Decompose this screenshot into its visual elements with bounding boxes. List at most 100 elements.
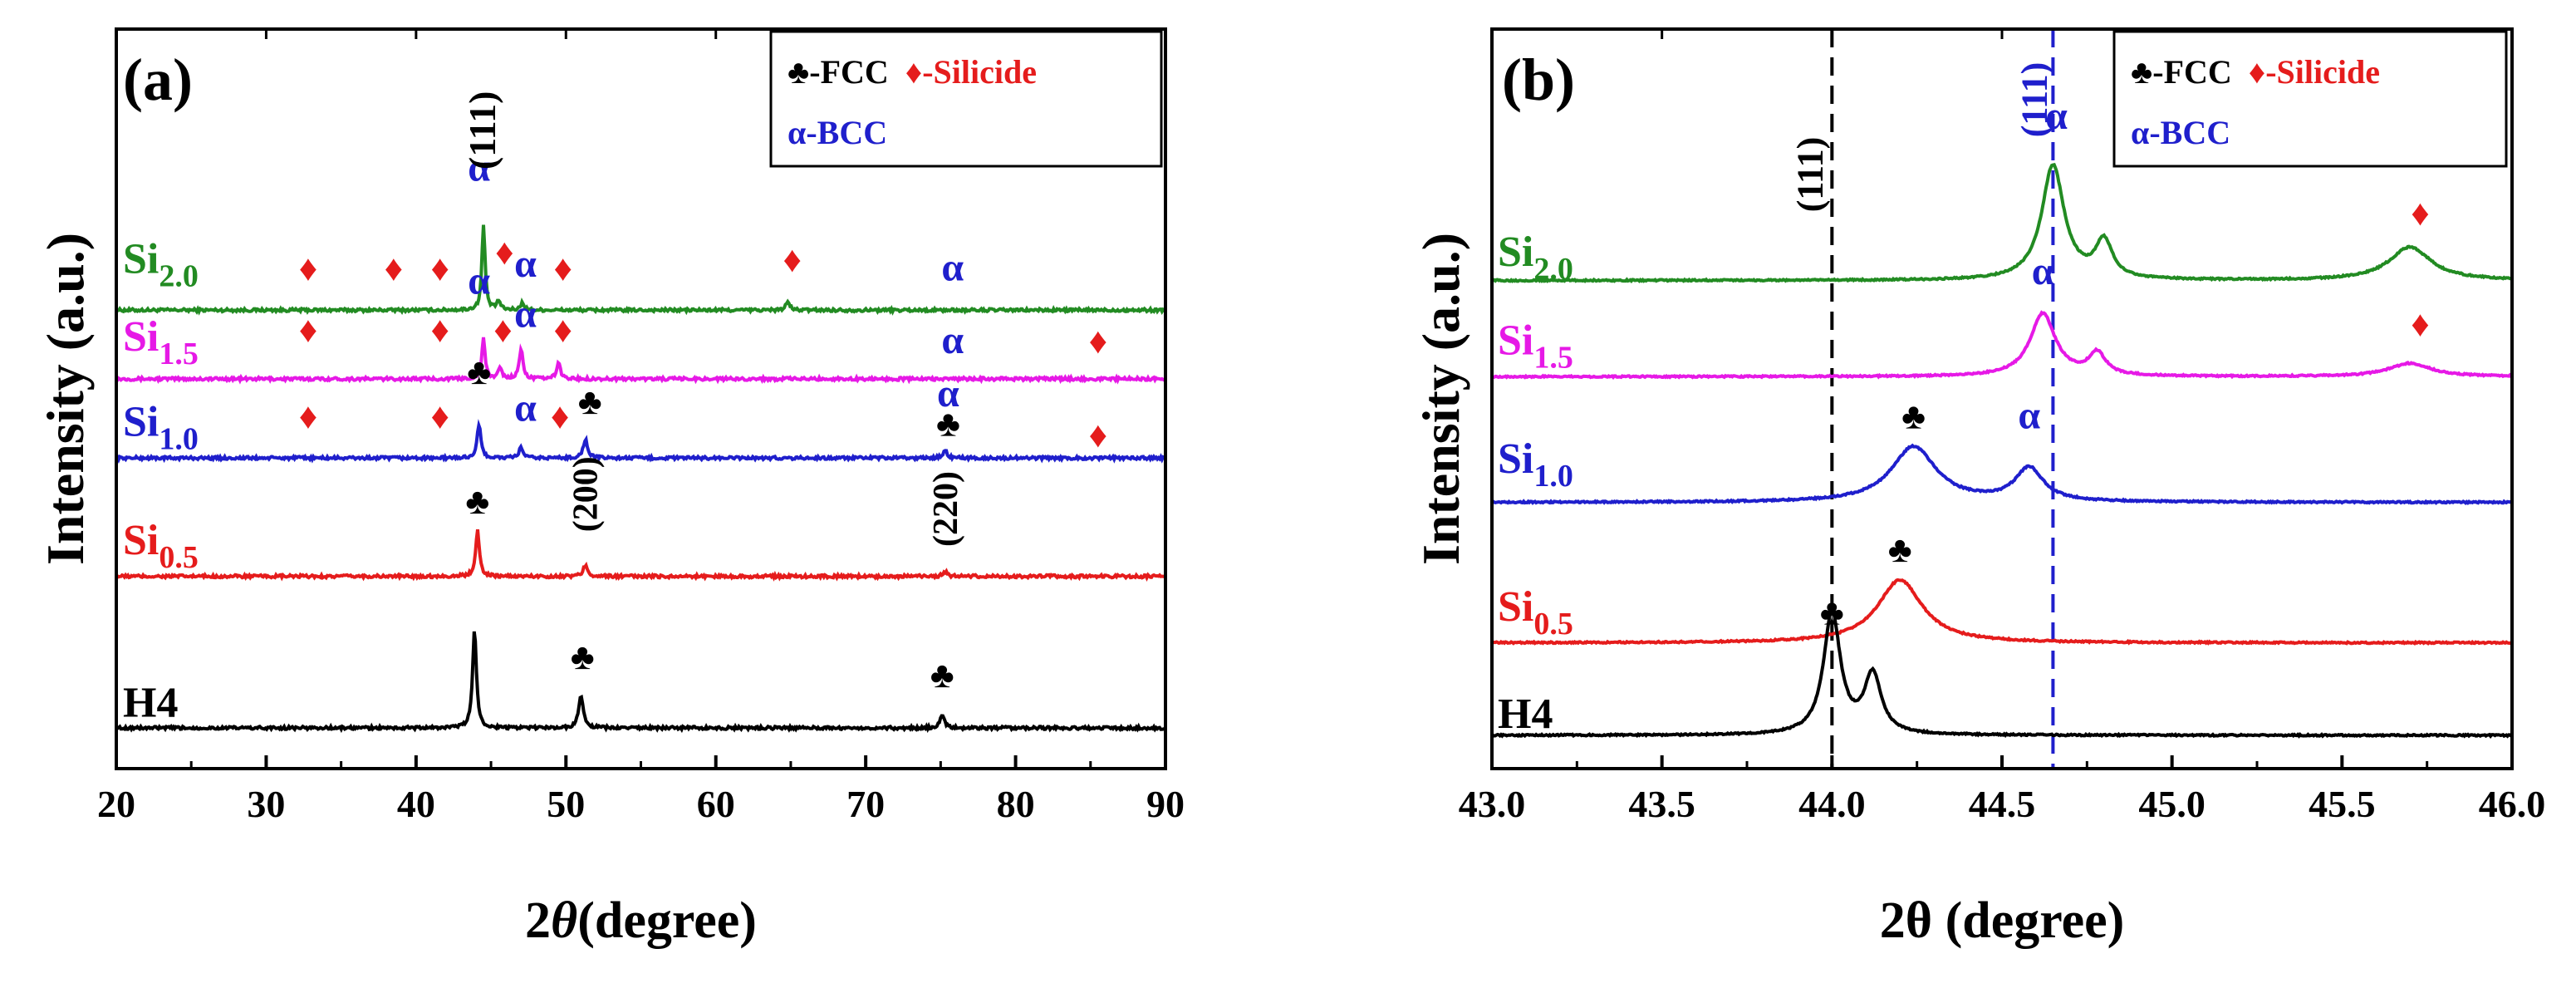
series-line	[1491, 310, 2513, 380]
x-axis-label-theta: θ	[1906, 892, 1932, 949]
x-axis-label-post: (degree)	[577, 892, 757, 949]
x-tick-label: 40	[397, 783, 435, 825]
phase-marker: α	[2032, 249, 2054, 293]
series-line	[115, 419, 1167, 464]
legend-fcc-symbol: ♣	[2131, 53, 2152, 91]
x-axis-label: 2θ(degree)	[525, 892, 757, 949]
series-label: Si0.5	[1498, 583, 1573, 641]
phase-marker: ♦	[299, 309, 317, 350]
x-tick-label: 70	[846, 783, 885, 825]
x-tick-label: 43.5	[1628, 783, 1695, 825]
series-label: Si1.0	[1498, 435, 1573, 494]
series-label-base: H4	[1498, 691, 1553, 738]
phase-marker: ♣	[578, 381, 602, 422]
legend-box	[769, 30, 1163, 168]
series-label: Si2.0	[1498, 229, 1573, 287]
x-tick-label: 45.0	[2138, 783, 2206, 825]
phase-marker: ♣	[930, 655, 954, 695]
phase-marker: α	[468, 259, 490, 303]
phase-marker: ♣	[1888, 529, 1912, 570]
series-label-base: Si	[1498, 583, 1533, 631]
series-label-sub: 1.0	[159, 422, 199, 457]
x-tick-label: 44.5	[1969, 783, 2036, 825]
miller-index-label: (200)	[567, 456, 606, 532]
series-label-sub: 1.5	[159, 337, 199, 371]
series-label-base: Si	[123, 399, 159, 446]
phase-marker: ♦	[299, 396, 317, 437]
series-label: H4	[123, 680, 178, 727]
x-tick-label: 50	[547, 783, 585, 825]
phase-marker: α	[941, 318, 964, 362]
legend-silicide-label: -Silicide	[2265, 53, 2380, 91]
phase-marker: ♦	[299, 248, 317, 289]
series-label-base: H4	[123, 680, 178, 727]
legend-line-1: ♣-FCC ♦-Silicide	[2131, 53, 2380, 91]
phase-marker: ♦	[430, 309, 449, 350]
phase-marker: ♦	[553, 248, 572, 289]
series-label-base: Si	[123, 313, 159, 361]
x-tick-label: 60	[697, 783, 735, 825]
phase-marker: ♦	[493, 309, 512, 350]
x-axis-label-theta: θ	[551, 892, 577, 949]
miller-index-label: (111)	[1789, 137, 1830, 212]
phase-marker: α	[2045, 94, 2068, 138]
x-tick-label: 45.5	[2309, 783, 2376, 825]
phase-marker: α	[514, 242, 537, 286]
legend-box	[2112, 30, 2508, 168]
x-tick-label: 46.0	[2479, 783, 2546, 825]
legend-fcc-label: -FCC	[2152, 53, 2232, 91]
x-axis-label-post: (degree)	[1932, 892, 2124, 949]
miller-index-label: (111)	[461, 91, 503, 170]
phase-marker: α	[468, 145, 490, 189]
miller-index-label: (111)	[2014, 62, 2054, 137]
x-tick-label: 80	[997, 783, 1035, 825]
legend-silicide-symbol: ♦	[2249, 53, 2265, 91]
series-line	[115, 528, 1167, 582]
x-axis-label-pre: 2	[525, 892, 551, 949]
series-label-sub: 1.0	[1533, 459, 1573, 494]
x-axis-label-pre: 2	[1880, 892, 1906, 949]
phase-marker: α	[937, 371, 959, 415]
legend-silicide-label: -Silicide	[922, 53, 1037, 91]
legend-silicide-symbol: ♦	[905, 53, 922, 91]
series-label-sub: 2.0	[1533, 252, 1573, 287]
series-label-sub: 1.5	[1533, 341, 1573, 376]
miller-index-label: (220)	[927, 471, 965, 547]
series-label-sub: 0.5	[1533, 607, 1573, 641]
phase-marker: α	[2018, 394, 2040, 438]
phase-marker: ♦	[553, 309, 572, 350]
x-tick-label: 20	[97, 783, 135, 825]
phase-marker: ♣	[571, 636, 595, 677]
series-label: Si0.5	[123, 517, 199, 575]
phase-marker: ♦	[430, 396, 449, 437]
series-label-base: Si	[1498, 317, 1533, 365]
series-line	[1491, 606, 2514, 739]
phase-marker: ♦	[2411, 303, 2429, 344]
series-label-sub: 2.0	[159, 259, 199, 294]
series-line	[115, 631, 1167, 734]
series-label-base: Si	[123, 517, 159, 564]
series-line	[1491, 162, 2513, 283]
phase-marker: α	[941, 246, 964, 290]
legend-bcc-label: α-BCC	[788, 114, 887, 151]
legend-fcc-symbol: ♣	[788, 53, 809, 91]
phase-marker: ♦	[551, 396, 569, 437]
phase-marker: ♣	[936, 404, 960, 445]
panel-label: (a)	[123, 47, 193, 113]
phase-marker: ♣	[467, 351, 491, 392]
series-label-base: Si	[1498, 435, 1533, 483]
x-tick-label: 30	[247, 783, 285, 825]
series-line	[115, 224, 1167, 316]
series-label: Si1.5	[1498, 317, 1573, 376]
legend-line-1: ♣-FCC ♦-Silicide	[788, 53, 1037, 91]
series-label: H4	[1498, 691, 1553, 738]
series-label-sub: 0.5	[159, 540, 199, 575]
phase-marker: α	[514, 386, 537, 430]
x-tick-label: 44.0	[1798, 783, 1866, 825]
phase-marker: ♦	[1089, 321, 1107, 361]
series-line	[1490, 443, 2514, 506]
phase-marker: ♦	[2411, 193, 2429, 233]
phase-marker: ♦	[385, 248, 403, 289]
legend-fcc-label: -FCC	[809, 53, 889, 91]
